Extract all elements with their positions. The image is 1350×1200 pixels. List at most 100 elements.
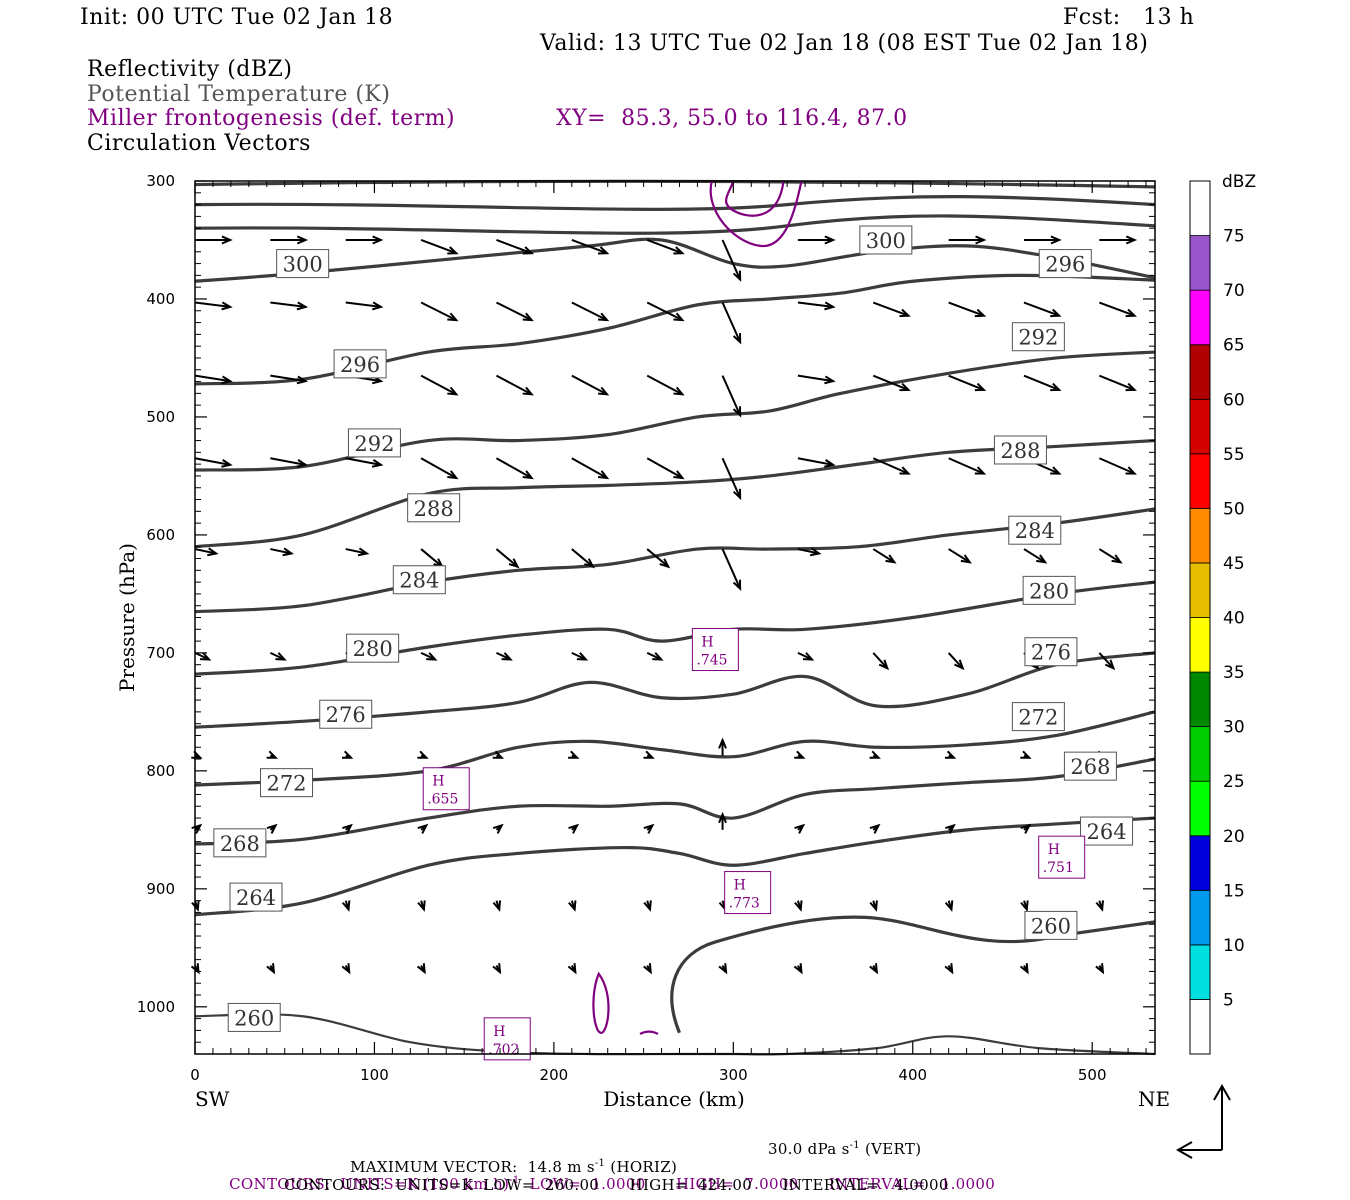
theta-contour-260-upper bbox=[670, 915, 1156, 1034]
init-time: Init: 00 UTC Tue 02 Jan 18 bbox=[80, 5, 394, 30]
circulation-vector bbox=[646, 457, 683, 479]
colorbar-segment bbox=[1189, 235, 1211, 291]
circulation-vector bbox=[345, 457, 382, 466]
frontogenesis-high-value: .745 bbox=[696, 653, 727, 669]
circulation-vector-head bbox=[899, 308, 911, 318]
contour-label: 284 bbox=[1015, 519, 1055, 543]
y-tick-label: 900 bbox=[146, 880, 175, 898]
circulation-vector-head bbox=[944, 900, 954, 912]
circulation-vector-head bbox=[1125, 308, 1137, 318]
circulation-vector bbox=[420, 301, 457, 322]
field-reflectivity: Reflectivity (dBZ) bbox=[87, 57, 293, 82]
frontogenesis-contour-1 bbox=[709, 180, 803, 247]
contour-label: 280 bbox=[353, 637, 393, 661]
circulation-vector-head bbox=[1125, 466, 1137, 475]
circulation-vector bbox=[1099, 301, 1135, 317]
colorbar-segment bbox=[1189, 398, 1211, 455]
circulation-vector bbox=[495, 374, 533, 396]
circulation-vector-head bbox=[732, 579, 742, 592]
circulation-vector bbox=[797, 457, 834, 466]
y-tick-label: 500 bbox=[146, 408, 175, 426]
circulation-vector-head bbox=[718, 963, 728, 975]
contour-label-box bbox=[213, 828, 267, 858]
circulation-vector-head bbox=[824, 375, 836, 385]
circulation-vector-head bbox=[522, 470, 534, 480]
colorbar-level-label: 15 bbox=[1223, 881, 1245, 901]
circulation-vector bbox=[646, 301, 683, 322]
footer-theta-contours: CONTOURS: UNITS=K LOW= 260.00 HIGH= 424.… bbox=[284, 1176, 949, 1194]
circulation-vector bbox=[571, 457, 608, 479]
contour-label: 292 bbox=[354, 432, 394, 456]
circulation-vector-head bbox=[793, 963, 803, 975]
x-axis-left-endpoint: SW bbox=[195, 1087, 230, 1111]
colorbar-level-label: 55 bbox=[1223, 445, 1245, 465]
circulation-vector-head bbox=[1125, 382, 1137, 392]
circulation-vector bbox=[194, 374, 231, 383]
circulation-vector-head bbox=[878, 659, 890, 671]
theta-contour-272 bbox=[194, 710, 1156, 787]
contour-label: 300 bbox=[866, 229, 906, 253]
circulation-vector-head bbox=[945, 823, 956, 834]
circulation-vector bbox=[571, 651, 587, 661]
colorbar-segment bbox=[1189, 344, 1211, 400]
circulation-vector-head bbox=[522, 312, 534, 322]
circulation-vector bbox=[1098, 374, 1135, 391]
circulation-vector-head bbox=[944, 750, 957, 759]
contour-label-box bbox=[333, 349, 387, 379]
circulation-vector-head bbox=[342, 823, 353, 834]
circulation-vector-head bbox=[597, 312, 610, 322]
circulation-vector-head bbox=[1020, 900, 1029, 912]
colorbar-segment bbox=[1189, 835, 1211, 891]
contour-label-box bbox=[1063, 751, 1117, 781]
contour-label-box bbox=[993, 435, 1047, 465]
vector-scale-indicator bbox=[1175, 1083, 1231, 1159]
field-circulation: Circulation Vectors bbox=[87, 131, 311, 156]
theta-contour-264 bbox=[194, 816, 1156, 917]
contour-label-box bbox=[1011, 702, 1065, 732]
circulation-vector bbox=[420, 548, 443, 568]
circulation-vector-head bbox=[885, 554, 897, 564]
contour-label-box bbox=[1024, 637, 1078, 667]
circulation-vector bbox=[646, 374, 683, 396]
circulation-vector bbox=[420, 651, 436, 661]
frontogenesis-high-box bbox=[1038, 835, 1086, 879]
circulation-vector-head bbox=[417, 823, 429, 834]
circulation-vector-head bbox=[824, 301, 836, 311]
circulation-vector bbox=[571, 301, 608, 322]
circulation-vector-head bbox=[732, 488, 742, 501]
colorbar-segment bbox=[1189, 944, 1211, 1000]
x-axis-title: Distance (km) bbox=[603, 1087, 745, 1111]
circulation-vector-head bbox=[1104, 659, 1116, 671]
colorbar-segment bbox=[1189, 999, 1211, 1055]
circulation-vector-head bbox=[1036, 554, 1048, 564]
y-tick-label: 400 bbox=[146, 290, 175, 308]
y-tick-label: 300 bbox=[146, 172, 175, 190]
circulation-vector-head bbox=[824, 235, 836, 245]
contour-label: 264 bbox=[236, 886, 276, 910]
circulation-vector bbox=[194, 548, 217, 555]
colorbar-level-label: 70 bbox=[1223, 281, 1245, 301]
circulation-vector bbox=[1098, 652, 1115, 669]
circulation-vector-head bbox=[673, 386, 685, 396]
circulation-vector-head bbox=[416, 963, 426, 975]
contour-label-box bbox=[319, 699, 373, 729]
circulation-vector-head bbox=[975, 235, 987, 245]
circulation-vector-head bbox=[296, 459, 309, 468]
circulation-vector-head bbox=[508, 558, 520, 569]
circulation-vector-head bbox=[794, 750, 806, 759]
circulation-vector-head bbox=[296, 301, 309, 311]
colorbar-level-label: 5 bbox=[1223, 990, 1234, 1010]
contour-label-box bbox=[229, 882, 283, 912]
circulation-vector bbox=[496, 301, 533, 322]
circulation-vector-head bbox=[1050, 308, 1062, 318]
theta-contour-276 bbox=[194, 651, 1156, 729]
circulation-vector-head bbox=[802, 652, 815, 661]
circulation-vector-head bbox=[221, 459, 233, 468]
circulation-vector bbox=[1023, 301, 1060, 317]
theta-contour-upper-2 bbox=[194, 214, 1156, 235]
circulation-vector-head bbox=[447, 246, 459, 255]
circulation-vector-head bbox=[643, 823, 655, 834]
x-axis-right-endpoint: NE bbox=[1138, 1087, 1170, 1111]
circulation-vector bbox=[345, 548, 368, 555]
